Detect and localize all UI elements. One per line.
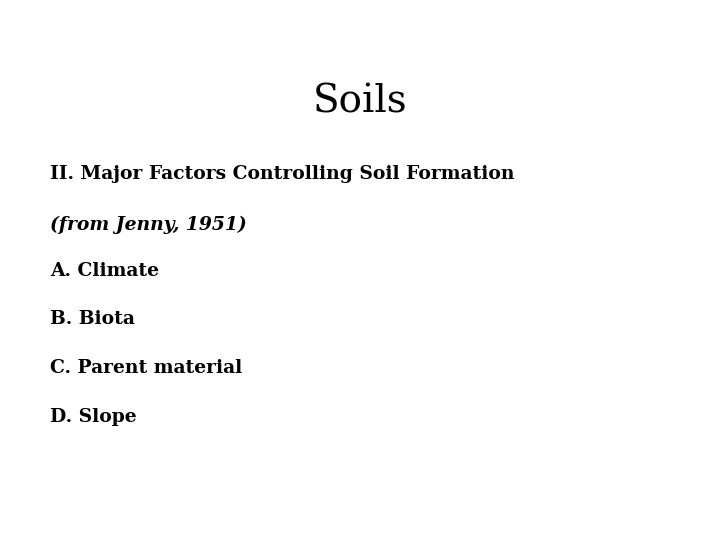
Text: A. Climate: A. Climate	[50, 262, 159, 280]
Text: C. Parent material: C. Parent material	[50, 359, 243, 377]
Text: Soils: Soils	[312, 84, 408, 121]
Text: D. Slope: D. Slope	[50, 408, 137, 426]
Text: (from Jenny, 1951): (from Jenny, 1951)	[50, 216, 247, 234]
Text: II. Major Factors Controlling Soil Formation: II. Major Factors Controlling Soil Forma…	[50, 165, 515, 183]
Text: B. Biota: B. Biota	[50, 310, 135, 328]
